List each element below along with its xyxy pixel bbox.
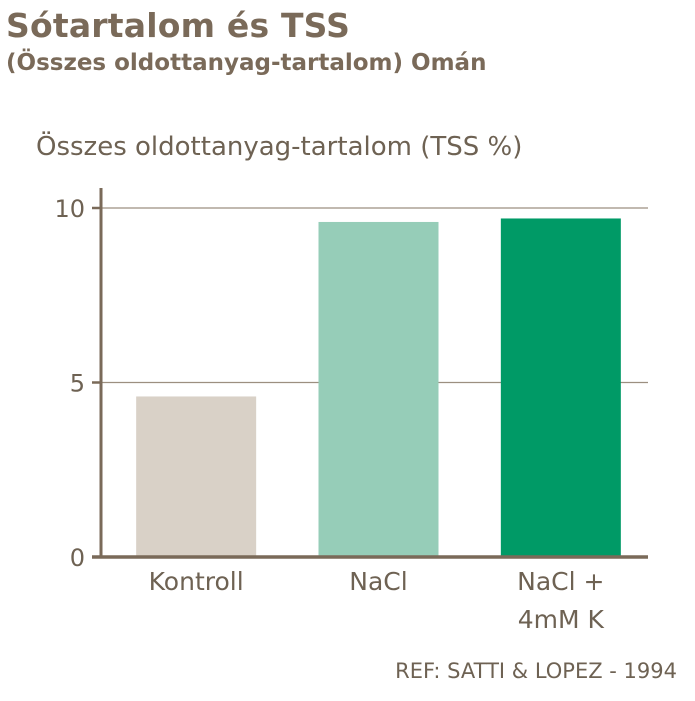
bars — [136, 218, 621, 557]
x-tick-label: NaCl + — [517, 567, 604, 596]
y-axis-label: Összes oldottanyag-tartalom (TSS %) — [36, 132, 523, 162]
x-tick-label: NaCl — [349, 567, 407, 596]
x-tick-label: 4mM K — [518, 605, 605, 634]
tick-labels: 0 5 10 Kontroll NaCl NaCl + 4mM K — [54, 195, 604, 634]
axes — [92, 188, 648, 559]
bar — [136, 396, 257, 557]
bar — [500, 218, 621, 557]
y-tick-label: 5 — [70, 370, 85, 398]
y-tick-label: 0 — [70, 544, 85, 572]
chart-subtitle: (Összes oldottanyag-tartalom) Omán — [6, 50, 487, 76]
y-tick-label: 10 — [54, 195, 85, 223]
bar — [318, 221, 439, 557]
x-tick-label: Kontroll — [149, 567, 244, 596]
reference-note: REF: SATTI & LOPEZ - 1994 — [395, 659, 677, 683]
chart-title: Sótartalom és TSS — [6, 6, 351, 45]
